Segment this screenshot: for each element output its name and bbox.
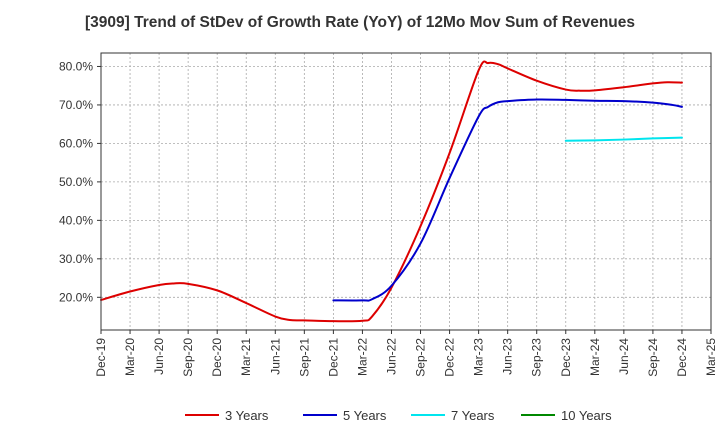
legend: 3 Years 5 Years 7 Years 10 Years — [185, 408, 612, 423]
x-tick-label: Jun-21 — [268, 338, 282, 375]
series-line-7-years — [564, 136, 683, 142]
plot-frame — [100, 52, 712, 331]
x-tick-label: Mar-22 — [355, 338, 369, 376]
x-tick-label: Dec-19 — [94, 338, 108, 377]
y-tick-label: 60.0% — [59, 136, 93, 150]
x-tick-label: Dec-22 — [443, 338, 457, 377]
legend-label: 7 Years — [451, 408, 495, 423]
grid — [101, 53, 711, 330]
x-tick-label: Sep-23 — [530, 338, 544, 377]
x-axis: Dec-19 Mar-20 Jun-20 Sep-20 Dec-20 Mar-21 Jun-… — [94, 330, 718, 377]
x-tick-label: Dec-20 — [210, 338, 224, 377]
y-tick-label: 30.0% — [59, 252, 93, 266]
x-tick-label: Dec-24 — [675, 338, 689, 377]
chart-title: [3909] Trend of StDev of Growth Rate (Yo… — [84, 14, 636, 31]
x-tick-label: Jun-22 — [384, 338, 398, 375]
y-tick-label: 80.0% — [59, 59, 93, 73]
x-tick-label: Sep-21 — [297, 338, 311, 377]
x-tick-label: Mar-25 — [704, 338, 718, 376]
x-tick-label: Jun-23 — [501, 338, 515, 375]
x-tick-label: Mar-20 — [123, 338, 137, 376]
x-tick-label: Sep-22 — [414, 338, 428, 377]
y-tick-label: 70.0% — [59, 98, 93, 112]
y-tick-label: 20.0% — [59, 290, 93, 304]
series-line-3-years — [100, 60, 683, 323]
y-axis: 20.0% 30.0% 40.0% 50.0% 60.0% 70.0% 80.0% — [59, 59, 101, 304]
x-tick-label: Mar-21 — [239, 338, 253, 376]
legend-label: 10 Years — [561, 408, 612, 423]
legend-label: 5 Years — [343, 408, 387, 423]
x-tick-label: Dec-21 — [326, 338, 340, 377]
x-tick-label: Jun-20 — [152, 338, 166, 375]
x-tick-label: Sep-20 — [181, 338, 195, 377]
x-tick-label: Dec-23 — [559, 338, 573, 377]
series-line-5-years — [332, 98, 683, 302]
x-tick-label: Mar-24 — [588, 338, 602, 376]
series-lines — [100, 60, 683, 323]
y-tick-label: 50.0% — [59, 175, 93, 189]
x-tick-label: Mar-23 — [472, 338, 486, 376]
y-tick-label: 40.0% — [59, 213, 93, 227]
x-tick-label: Jun-24 — [617, 338, 631, 375]
legend-label: 3 Years — [225, 408, 269, 423]
x-tick-label: Sep-24 — [646, 338, 660, 377]
